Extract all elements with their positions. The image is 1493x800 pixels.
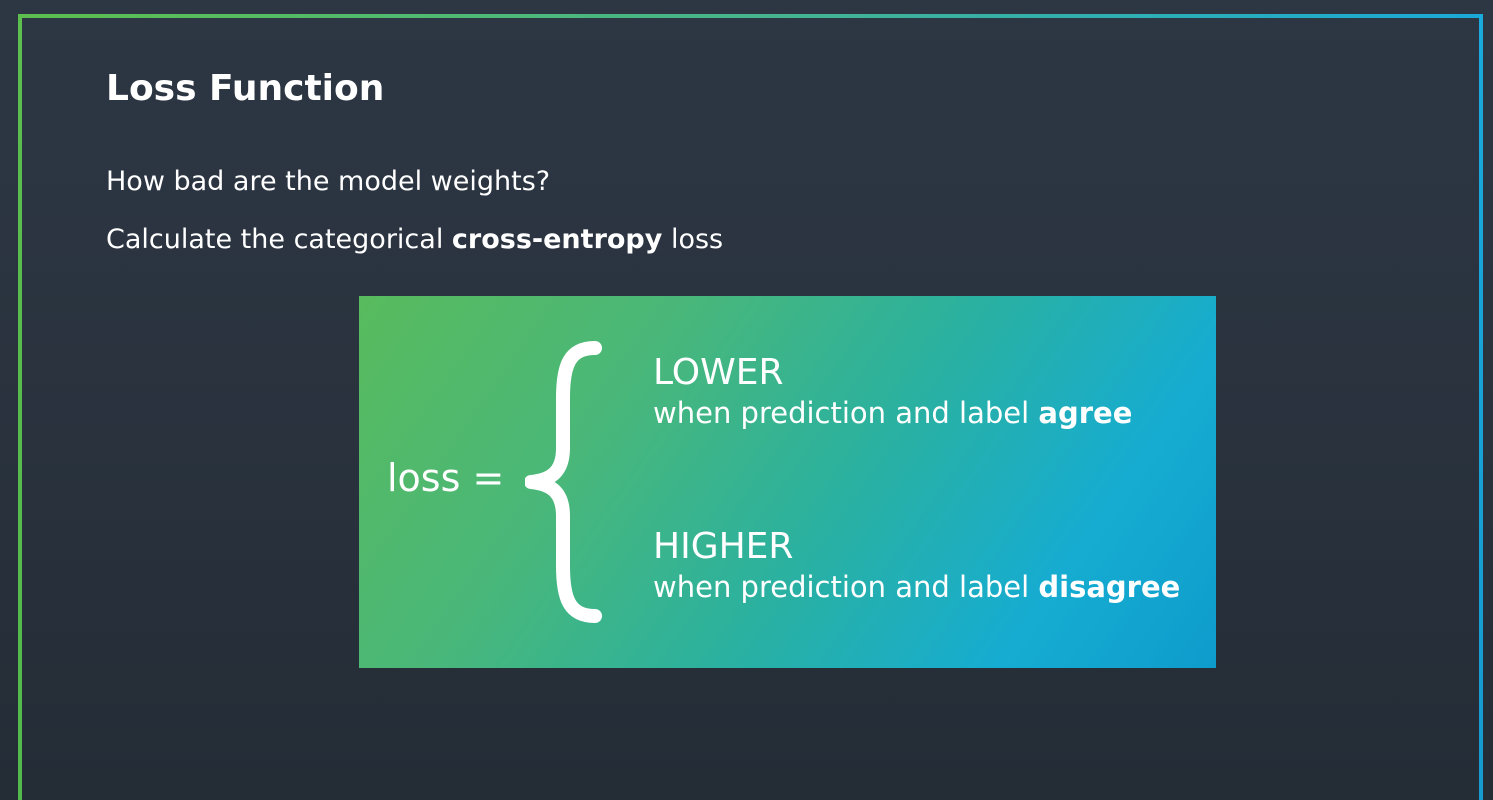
instruction-emphasis: cross-entropy (451, 224, 663, 255)
lower-case-prefix: when prediction and label (653, 396, 1039, 430)
loss-diagram-panel: loss = LOWER when prediction and label a… (359, 296, 1216, 668)
frame-left-border (18, 14, 22, 800)
higher-case-heading: HIGHER (653, 526, 794, 567)
instruction-prefix: Calculate the categorical (106, 224, 452, 255)
higher-case-description: when prediction and label disagree (653, 570, 1180, 604)
slide-title: Loss Function (106, 68, 385, 109)
frame-right-border (1479, 14, 1483, 800)
higher-case-emphasis: disagree (1038, 570, 1181, 604)
lower-case-heading: LOWER (653, 352, 784, 393)
frame-top-border (18, 14, 1483, 18)
loss-label: loss = (387, 456, 505, 500)
higher-case-prefix: when prediction and label (653, 570, 1039, 604)
instruction-line: Calculate the categorical cross-entropy … (106, 224, 723, 255)
lower-case-emphasis: agree (1038, 396, 1133, 430)
instruction-suffix: loss (662, 224, 724, 255)
question-line: How bad are the model weights? (106, 166, 551, 197)
lower-case-description: when prediction and label agree (653, 396, 1132, 430)
curly-brace-icon (525, 341, 602, 623)
